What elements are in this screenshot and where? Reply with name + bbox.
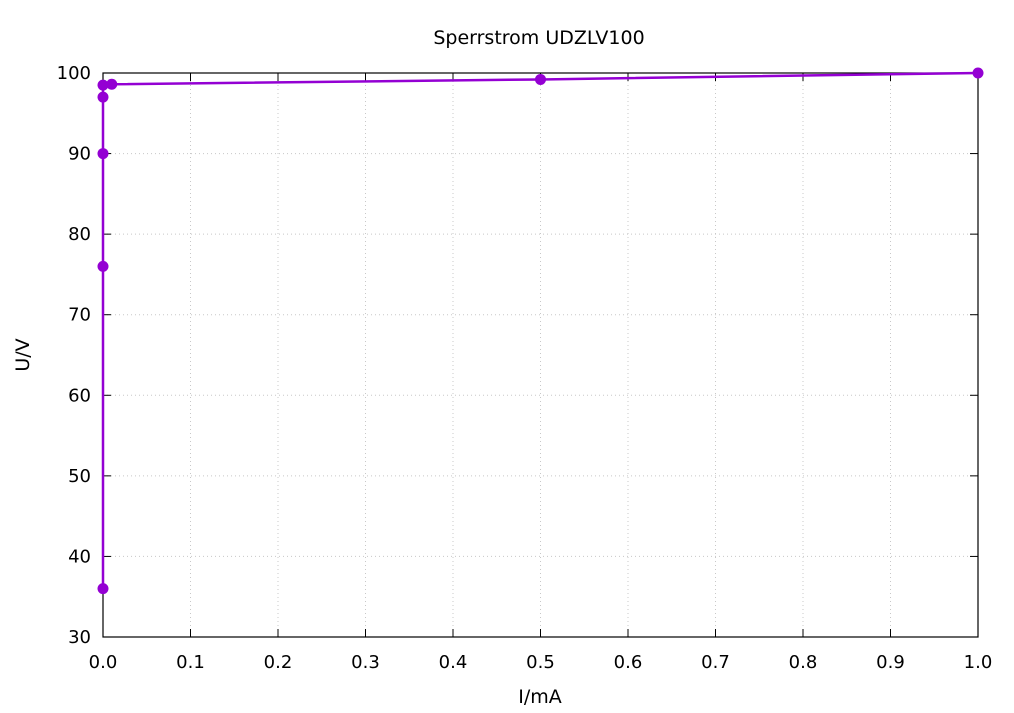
data-point [97, 148, 109, 160]
x-tick-label: 0.6 [614, 652, 643, 673]
x-tick-label: 0.7 [701, 652, 730, 673]
data-point [535, 73, 546, 85]
grid [103, 73, 978, 637]
data-point [97, 583, 109, 595]
y-tick-label: 60 [68, 385, 91, 406]
data-point [972, 67, 984, 79]
data-point [97, 260, 109, 272]
chart-title: Sperrstrom UDZLV100 [433, 27, 644, 49]
series-group [97, 67, 984, 595]
y-tick-label: 30 [68, 627, 91, 648]
x-tick-label: 0.4 [439, 652, 468, 673]
axis-ticks: 0.0 0.1 0.2 0.3 0.4 0.5 0.6 0.7 0.8 0.9 1.0 30 40 50 6… [57, 63, 993, 673]
y-tick-label: 50 [68, 466, 91, 487]
y-tick-label: 90 [68, 144, 91, 165]
data-point [106, 78, 118, 90]
x-tick-label: 0.2 [264, 652, 293, 673]
data-point [97, 91, 109, 103]
x-tick-label: 0.1 [176, 652, 205, 673]
data-point [97, 79, 109, 91]
x-tick-label: 0.0 [89, 652, 118, 673]
y-tick-label: 80 [68, 224, 91, 245]
x-tick-label: 0.5 [526, 652, 555, 673]
y-tick-label: 40 [68, 546, 91, 567]
x-axis-label: I/mA [518, 686, 562, 708]
x-tick-label: 0.9 [876, 652, 905, 673]
y-tick-label: 100 [57, 63, 91, 84]
y-tick-label: 70 [68, 305, 91, 326]
y-axis-label: U/V [12, 338, 34, 371]
x-tick-label: 0.8 [789, 652, 818, 673]
series-line [101, 71, 979, 589]
x-tick-label: 0.3 [351, 652, 380, 673]
x-tick-label: 1.0 [964, 652, 993, 673]
